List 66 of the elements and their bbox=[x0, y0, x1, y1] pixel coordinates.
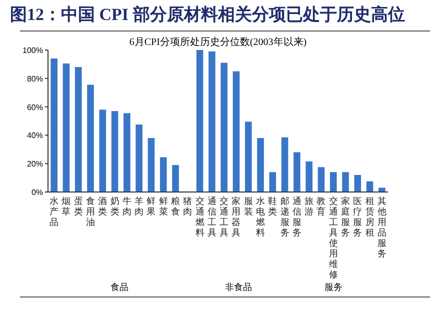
x-tick-label: 烟草 bbox=[62, 196, 71, 216]
x-tick-label: 鲜果 bbox=[146, 196, 156, 216]
text: 服务 bbox=[324, 282, 343, 292]
x-tick-label: 猪肉 bbox=[183, 196, 192, 216]
bar bbox=[124, 113, 130, 192]
bar bbox=[172, 165, 179, 192]
y-tick-label: 0% bbox=[31, 188, 43, 197]
bar bbox=[50, 58, 58, 192]
x-tick-label: 服装 bbox=[244, 196, 253, 216]
x-tick-label: 蛋类 bbox=[74, 196, 83, 216]
text: 食品 bbox=[110, 282, 128, 292]
x-tick-label: 通信服务 bbox=[292, 196, 302, 238]
bar bbox=[74, 67, 82, 192]
bar bbox=[220, 62, 228, 192]
x-tick-label: 其他用品服务 bbox=[377, 196, 386, 258]
x-tick-label: 水产品 bbox=[50, 196, 59, 227]
x-tick-label: 交通燃料 bbox=[195, 196, 204, 238]
bar bbox=[62, 63, 70, 192]
text: 非食品 bbox=[224, 282, 252, 292]
x-tick-label: 邮递服务 bbox=[280, 196, 290, 238]
bar bbox=[87, 84, 94, 192]
bar bbox=[244, 122, 252, 192]
bar bbox=[306, 161, 312, 192]
bar bbox=[136, 124, 142, 192]
bar bbox=[366, 181, 374, 192]
x-tick-label: 家庭服务 bbox=[341, 196, 350, 238]
bar bbox=[378, 188, 386, 192]
x-tick-label: 通信工具 bbox=[207, 196, 216, 238]
y-tick-label: 80% bbox=[26, 74, 43, 84]
y-tick-label: 40% bbox=[26, 131, 43, 140]
bar bbox=[232, 71, 240, 192]
bar bbox=[330, 172, 337, 192]
x-tick-label: 牛肉 bbox=[122, 196, 132, 216]
x-tick-label: 水电燃料 bbox=[256, 196, 265, 238]
bar bbox=[294, 152, 300, 192]
x-tick-label: 租赁房租 bbox=[365, 196, 374, 238]
x-tick-label: 医疗服务 bbox=[353, 196, 362, 238]
x-tick-label: 奶类 bbox=[110, 196, 120, 216]
bar bbox=[208, 51, 216, 192]
chart-title: 图12：中国 CPI 部分原材料相关分项已处于历史高位 bbox=[10, 5, 405, 24]
bar bbox=[99, 110, 106, 192]
y-tick-label: 20% bbox=[26, 160, 43, 169]
bar bbox=[318, 167, 325, 192]
x-tick-label: 鲜菜 bbox=[158, 196, 168, 216]
x-tick-label: 粮食 bbox=[171, 196, 180, 216]
x-tick-label: 家用器具 bbox=[232, 196, 241, 238]
x-tick-label: 教育 bbox=[316, 196, 326, 216]
bar bbox=[354, 174, 362, 192]
bar bbox=[342, 172, 349, 192]
bar bbox=[281, 137, 288, 192]
x-tick-label: 交通工具 bbox=[220, 196, 229, 238]
x-tick-label: 酒类 bbox=[98, 196, 108, 216]
bar bbox=[111, 111, 118, 192]
x-tick-label: 交通工具使用维修 bbox=[328, 196, 338, 280]
bar bbox=[148, 138, 155, 192]
bar bbox=[160, 157, 167, 192]
x-tick-label: 食用油 bbox=[86, 196, 95, 227]
bar bbox=[196, 50, 204, 192]
y-tick-label: 60% bbox=[26, 102, 43, 112]
bar bbox=[257, 138, 264, 192]
x-tick-label: 鞋类 bbox=[268, 196, 278, 216]
bar bbox=[269, 172, 276, 192]
y-tick-label: 100% bbox=[22, 46, 43, 55]
chart-subtitle: 6月CPI分项所处历史分位数(2003年以来) bbox=[129, 36, 307, 48]
x-tick-label: 羊肉 bbox=[134, 196, 144, 216]
x-tick-label: 旅游 bbox=[304, 196, 314, 216]
